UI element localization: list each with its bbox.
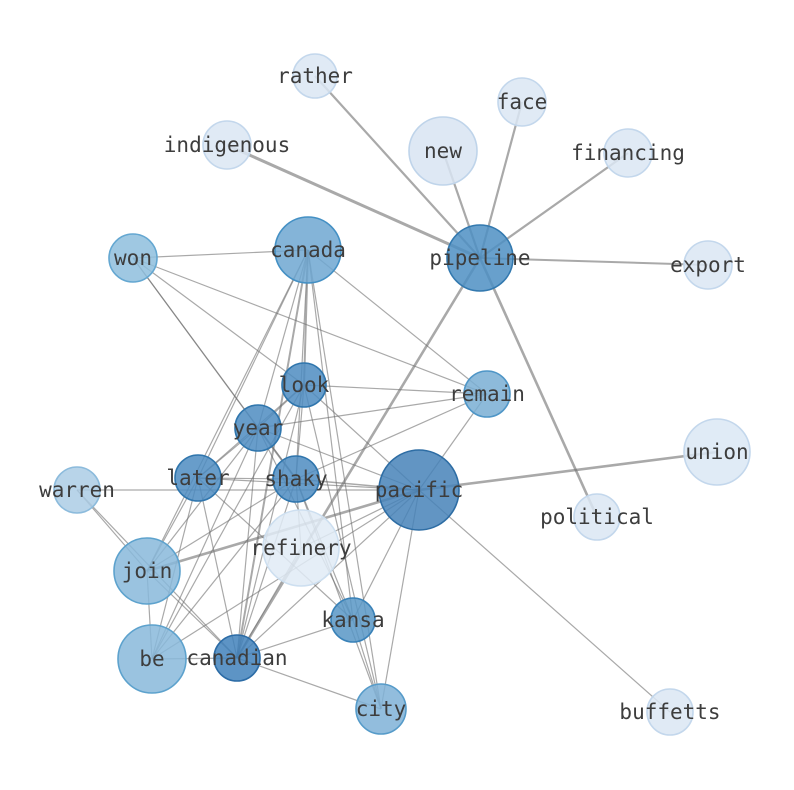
graph-node-later: [174, 454, 222, 502]
graph-node-year: [234, 404, 282, 452]
graph-node-political: [573, 493, 621, 541]
graph-edge-canada-canadian: [236, 249, 309, 659]
graph-node-pacific: [378, 449, 460, 531]
graph-edge-year-canadian: [236, 427, 259, 659]
graph-node-canada: [274, 216, 342, 284]
graph-node-pipeline: [446, 224, 514, 292]
graph-node-shaky: [272, 455, 320, 503]
graph-node-be: [117, 624, 187, 694]
graph-node-look: [281, 362, 327, 408]
graph-edge-remain-year: [257, 393, 488, 429]
graph-node-canadian: [213, 634, 261, 682]
graph-node-export: [683, 240, 733, 290]
graph-edge-pacific-buffetts: [418, 489, 671, 713]
graph-node-face: [497, 77, 547, 127]
graph-edge-look-canadian: [236, 384, 305, 659]
graph-edge-canada-join: [146, 249, 309, 572]
graph-edge-canada-later: [197, 249, 309, 479]
nodes-layer: [53, 53, 751, 736]
graph-edge-remain-look: [303, 384, 488, 395]
graph-node-kansa: [330, 597, 376, 643]
graph-edge-won-look: [132, 257, 305, 386]
graph-node-rather: [292, 53, 338, 99]
graph-edge-canada-remain: [307, 249, 488, 395]
graph-edge-won-remain: [132, 257, 488, 395]
graph-node-union: [683, 418, 751, 486]
graph-node-city: [355, 683, 407, 735]
graph-node-refinery: [262, 509, 340, 587]
graph-node-buffetts: [646, 688, 694, 736]
graph-edge-pipeline-political: [478, 257, 599, 518]
graph-edge-rather-pipeline: [314, 75, 481, 259]
graph-node-remain: [463, 370, 511, 418]
graph-edge-shaky-canadian: [236, 478, 297, 659]
graph-edge-pipeline-canadian: [235, 257, 482, 659]
graph-node-indigenous: [202, 120, 252, 170]
graph-edge-shaky-be: [151, 478, 297, 660]
graph-node-financing: [603, 128, 653, 178]
graph-edge-pacific-union: [418, 450, 718, 492]
graph-edge-indigenous-pipeline: [226, 143, 481, 260]
graph-node-warren: [53, 466, 101, 514]
graph-node-won: [108, 233, 158, 283]
graph-node-new: [408, 116, 478, 186]
graph-node-join: [113, 537, 181, 605]
graph-edge-later-canadian: [197, 477, 238, 659]
graph-edge-export-pipeline: [479, 257, 709, 266]
graph-edge-remain-shaky: [295, 393, 488, 480]
graph-edge-year-be: [151, 427, 259, 660]
graph-edge-look-city: [303, 384, 382, 710]
